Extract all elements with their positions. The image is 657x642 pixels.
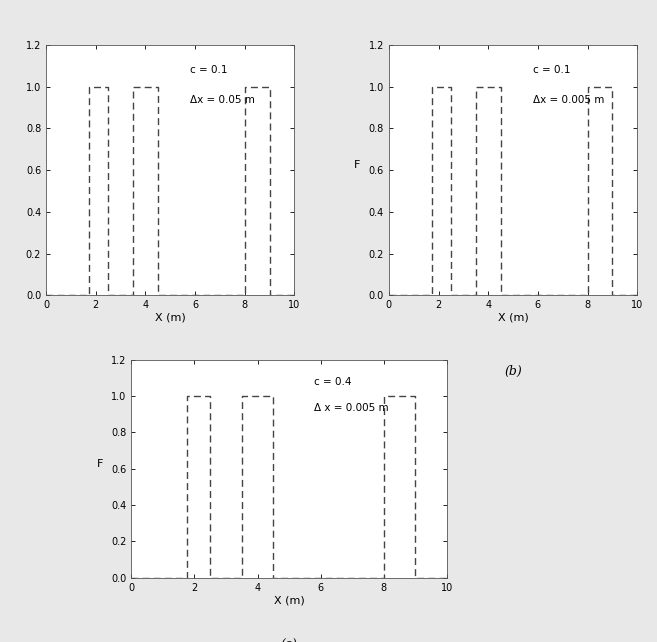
Y-axis label: F: F bbox=[354, 160, 361, 170]
X-axis label: X (m): X (m) bbox=[155, 313, 185, 323]
Text: Δx = 0.05 m: Δx = 0.05 m bbox=[190, 95, 255, 105]
Text: (a): (a) bbox=[162, 365, 179, 378]
Text: Δ x = 0.005 m: Δ x = 0.005 m bbox=[314, 403, 389, 413]
Text: c = 0.1: c = 0.1 bbox=[190, 65, 227, 75]
Text: c = 0.4: c = 0.4 bbox=[314, 377, 351, 387]
Text: (b): (b) bbox=[504, 365, 522, 378]
Y-axis label: F: F bbox=[97, 458, 103, 469]
X-axis label: X (m): X (m) bbox=[274, 595, 304, 605]
Text: c = 0.1: c = 0.1 bbox=[533, 65, 570, 75]
Text: (c): (c) bbox=[281, 639, 298, 642]
Text: Δx = 0.005 m: Δx = 0.005 m bbox=[533, 95, 604, 105]
X-axis label: X (m): X (m) bbox=[498, 313, 528, 323]
